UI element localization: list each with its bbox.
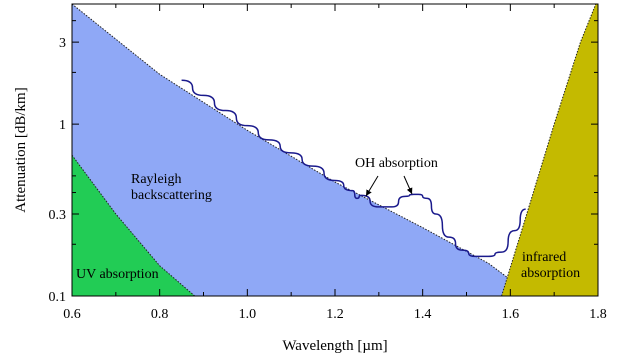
oh-arrow-right xyxy=(403,175,413,195)
x-axis-label: Wavelength [µm] xyxy=(282,338,387,354)
axis-ticks: 0.6 0.8 1.0 1.2 1.4 1.6 1.8 0.1 0.3 1 3 xyxy=(49,3,607,322)
attenuation-series xyxy=(181,79,526,258)
y-axis-label: Attenuation [dB/km] xyxy=(13,87,29,212)
uv-absorption-label: UV absorption xyxy=(76,267,159,282)
x-tick-label: 1.2 xyxy=(326,307,344,322)
rayleigh-label: Rayleigh xyxy=(131,172,182,187)
x-tick-label: 0.6 xyxy=(63,307,81,322)
y-tick-label: 3 xyxy=(59,36,66,51)
infrared-absorption-label: absorption xyxy=(521,266,580,281)
rayleigh-region-boundary xyxy=(72,4,533,296)
infrared-label: infrared xyxy=(522,250,566,265)
attenuation-curve xyxy=(181,79,526,258)
y-tick-label: 0.3 xyxy=(49,208,67,223)
oh-absorption-label: OH absorption xyxy=(355,156,438,171)
x-tick-label: 0.8 xyxy=(151,307,169,322)
infrared-absorption-region-boundary xyxy=(501,4,597,296)
absorption-regions xyxy=(72,4,598,296)
uv-absorption-region-boundary xyxy=(72,154,196,296)
oh-arrow-left xyxy=(365,175,379,197)
infrared-absorption-region xyxy=(501,4,598,296)
backscattering-label: backscattering xyxy=(131,188,212,203)
rayleigh-region xyxy=(72,4,533,296)
x-tick-label: 1.4 xyxy=(414,307,432,322)
y-tick-label: 0.1 xyxy=(49,290,67,305)
y-tick-label: 1 xyxy=(59,118,66,133)
x-tick-label: 1.8 xyxy=(589,307,607,322)
uv-absorption-region xyxy=(72,155,195,296)
x-tick-label: 1.0 xyxy=(239,307,257,322)
x-tick-label: 1.6 xyxy=(502,307,520,322)
